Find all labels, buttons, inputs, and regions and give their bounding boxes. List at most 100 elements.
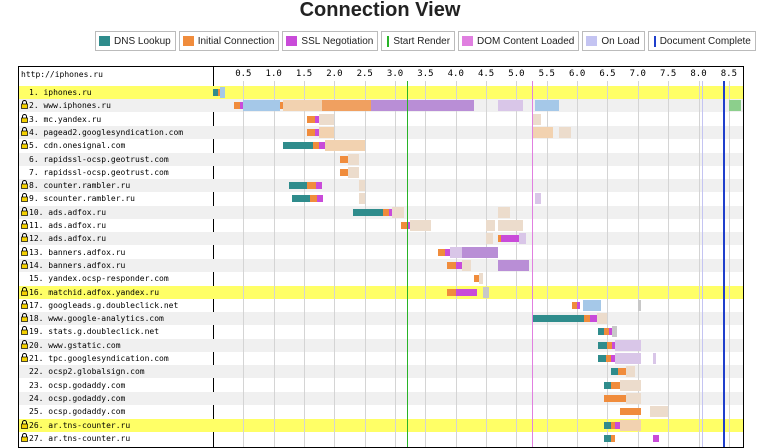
host-label: 18. www.google-analytics.com [29, 314, 164, 324]
row-label: 16. matchid.adfox.yandex.ru [21, 286, 159, 299]
timing-bar-html [589, 299, 602, 311]
row-label: 22. ocsp2.globalsign.com [21, 365, 145, 378]
timing-bar-html [220, 87, 226, 98]
timing-bar-ssl [590, 315, 597, 323]
gridline [607, 81, 609, 447]
row-label: 19. stats.g.doubleclick.net [21, 325, 159, 338]
timing-bar-dns [598, 355, 607, 362]
legend-label: Start Render [393, 35, 451, 47]
gridline [546, 81, 548, 447]
timing-bar-dns [598, 341, 608, 349]
page-title: Connection View [299, 0, 461, 21]
timing-bar-connect [307, 115, 315, 123]
gridline [395, 81, 397, 447]
timing-bar-purple_light [534, 193, 541, 205]
host-label: 7. rapidssl-ocsp.geotrust.com [29, 167, 169, 177]
x-tick-label: 8.5 [720, 69, 737, 79]
timing-bar-peach [498, 220, 523, 231]
x-tick-label: 4.5 [477, 69, 495, 79]
timing-bar-peach [358, 193, 365, 205]
timing-bar-connect [217, 89, 221, 96]
timing-bar-ssl [240, 102, 244, 110]
row-label: 24. ocsp.godaddy.com [21, 392, 125, 405]
host-label: 25. ocsp.godaddy.com [29, 407, 126, 417]
timing-bar-ssl [611, 341, 616, 349]
timing-bar-dns [531, 315, 585, 323]
table-row: 4. pagead2.googlesyndication.com [19, 125, 743, 139]
timing-bar-peach [398, 206, 405, 218]
row-label: 9. scounter.rambler.ru [21, 192, 135, 205]
url-header: http://iphones.ru [21, 70, 103, 79]
table-row: 26. ar.tns-counter.ru [19, 418, 743, 432]
row-label: 14. banners.adfox.ru [21, 259, 125, 272]
timing-bar-connect [279, 102, 283, 110]
row-label: 23. ocsp.godaddy.com [21, 379, 125, 392]
legend-label: DNS Lookup [114, 35, 171, 47]
row-label: 3. mc.yandex.ru [21, 113, 101, 126]
host-label: 10. ads.adfox.ru [29, 207, 107, 217]
row-label: 7. rapidssl-ocsp.geotrust.com [21, 166, 169, 179]
gridline [334, 81, 336, 447]
table-row: 25. ocsp.godaddy.com [19, 405, 743, 418]
row-label: 8. counter.rambler.ru [21, 179, 130, 192]
timing-bar-ssl [316, 182, 323, 190]
timing-bar-connect [313, 142, 320, 150]
timing-bar-connect [382, 208, 389, 216]
table-row: 22. ocsp2.globalsign.com [19, 365, 743, 379]
table-row: 21. tpc.googlesyndication.com [19, 352, 743, 365]
timing-bar-ssl [314, 128, 320, 136]
lock-icon [21, 113, 28, 123]
timing-bar-peach [347, 153, 359, 165]
timing-bar-peach [358, 180, 365, 192]
row-label: 17. googleads.g.doubleclick.net [21, 299, 178, 312]
timing-bar-purple [498, 259, 529, 271]
x-tick-label: 3.5 [417, 69, 434, 79]
timing-bar-html [243, 100, 280, 112]
x-tick-label: 1.5 [295, 69, 313, 79]
timing-bar-connect [310, 195, 318, 203]
timing-bar-dns [282, 142, 314, 150]
lock-icon [21, 432, 28, 442]
legend: DNS Lookup Initial Connection SSL Negotiat… [95, 31, 756, 51]
legend-label: SSL Negotiation [301, 35, 374, 47]
x-tick-label: 7.0 [629, 69, 646, 79]
gridline [486, 81, 488, 447]
connection-waterfall-chart: http://iphones.ru 1. iphones.ru 2. www.ip… [18, 66, 744, 448]
host-label: 26. ar.tns-counter.ru [29, 420, 131, 430]
timing-bar-dns [213, 89, 218, 96]
legend-label: DOM Content Loaded [477, 35, 575, 47]
timing-bar-connect [618, 368, 626, 376]
timing-bar-connect [607, 341, 612, 349]
row-label: 5. cdn.onesignal.com [21, 139, 125, 152]
timing-bar-ssl [610, 355, 615, 362]
legend-item: DOM Content Loaded [458, 31, 580, 51]
timing-bar-purple_light [614, 353, 641, 364]
timing-bar-ssl [577, 301, 581, 309]
timing-bar-peach [461, 259, 471, 271]
timing-bar-peach [410, 220, 432, 231]
table-row: 5. cdn.onesignal.com [19, 139, 743, 152]
lock-icon [21, 140, 28, 150]
timing-bar-peach [619, 379, 629, 391]
legend-swatch [387, 35, 390, 47]
x-tick-label: 2.0 [326, 69, 343, 79]
timing-bar-orange_light [325, 140, 365, 152]
timing-bar-green [728, 100, 741, 112]
table-row: 19. stats.g.doubleclick.net [19, 325, 743, 338]
lock-icon [21, 233, 28, 243]
timing-bar-peach [486, 220, 496, 231]
timing-bar-purple_light [498, 100, 523, 112]
row-label: 4. pagead2.googlesyndication.com [21, 126, 183, 139]
host-label: 12. ads.adfox.ru [29, 234, 107, 244]
legend-item: Document Complete [647, 31, 756, 51]
timing-bar-purple_light [615, 339, 641, 351]
legend-item: SSL Negotiation [282, 31, 379, 51]
x-tick-label: 3.0 [386, 69, 404, 79]
timing-bar-ssl [314, 115, 320, 123]
lock-icon [21, 286, 28, 296]
legend-swatch [286, 36, 298, 46]
legend-swatch [182, 36, 194, 46]
timing-bar-peach [486, 233, 494, 245]
timing-bar-connect [604, 328, 609, 336]
timing-bar-html [583, 299, 590, 311]
